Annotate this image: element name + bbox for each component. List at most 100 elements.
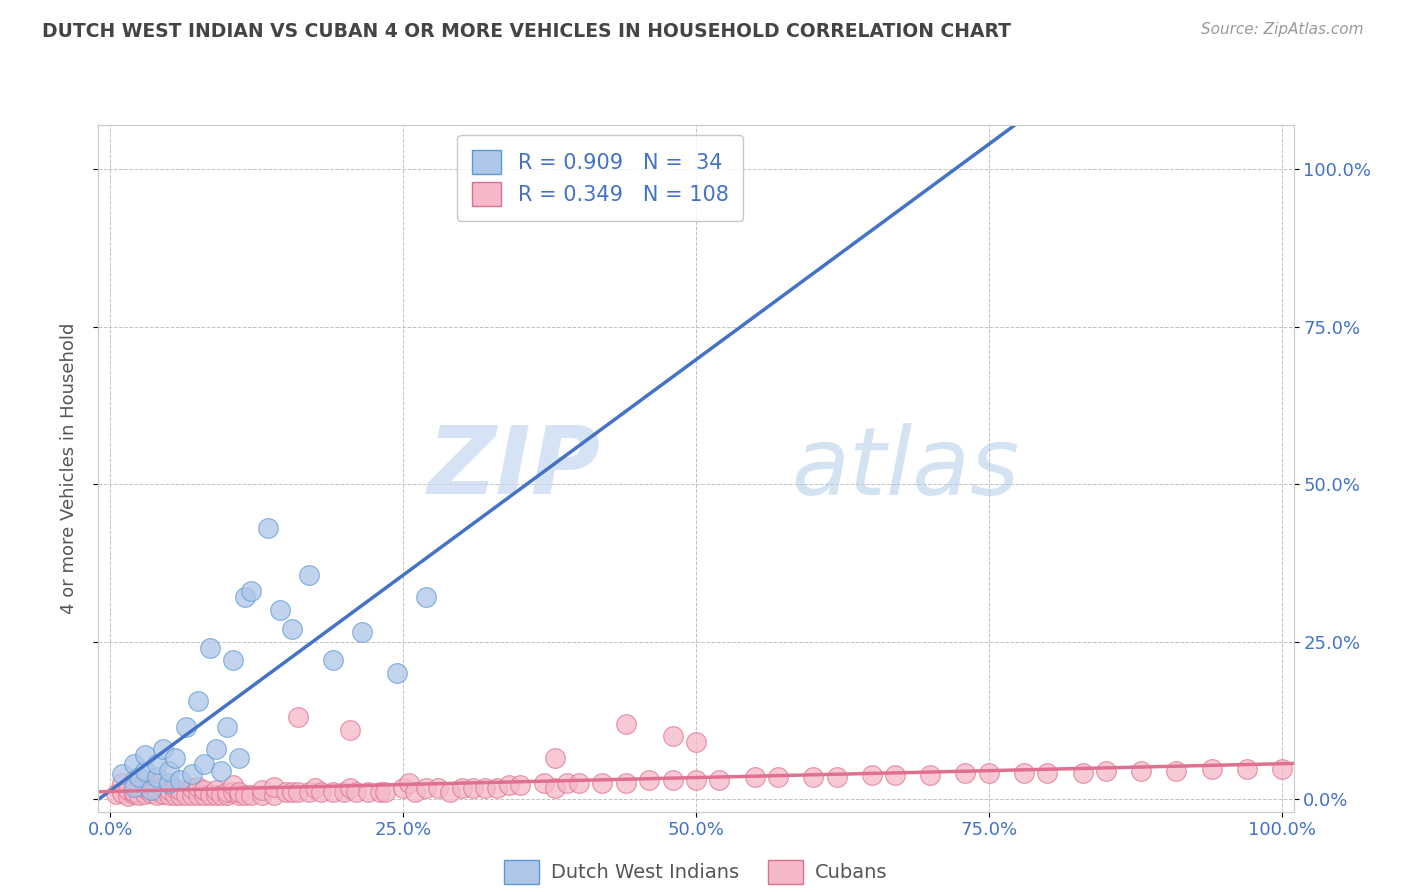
Point [122, 784, 145, 798]
Point [174, 720, 197, 734]
Point [304, 780, 326, 795]
Point [287, 710, 309, 724]
Point [766, 770, 789, 784]
Point [1236, 762, 1258, 776]
Text: Source: ZipAtlas.com: Source: ZipAtlas.com [1201, 22, 1364, 37]
Point [233, 591, 256, 605]
Point [1012, 765, 1035, 780]
Point [1201, 762, 1223, 776]
Point [204, 741, 226, 756]
Point [122, 780, 145, 794]
Legend: Dutch West Indians, Cubans: Dutch West Indians, Cubans [496, 852, 896, 891]
Text: DUTCH WEST INDIAN VS CUBAN 4 OR MORE VEHICLES IN HOUSEHOLD CORRELATION CHART: DUTCH WEST INDIAN VS CUBAN 4 OR MORE VEH… [42, 22, 1011, 41]
Point [1271, 762, 1294, 776]
Point [568, 776, 591, 790]
Point [1095, 764, 1118, 778]
Point [141, 778, 163, 792]
Point [163, 789, 186, 803]
Point [228, 784, 250, 798]
Point [239, 789, 262, 803]
Point [146, 782, 169, 797]
Point [1130, 764, 1153, 778]
Point [217, 784, 239, 798]
Point [152, 780, 174, 794]
Point [544, 751, 567, 765]
Point [105, 787, 128, 801]
Point [685, 735, 707, 749]
Point [128, 780, 150, 794]
Point [709, 773, 731, 788]
Point [661, 773, 683, 788]
Point [211, 789, 233, 803]
Point [263, 780, 285, 794]
Point [187, 694, 209, 708]
Point [222, 784, 245, 798]
Point [439, 784, 461, 798]
Point [485, 780, 508, 795]
Point [134, 747, 156, 762]
Point [174, 789, 197, 803]
Point [281, 784, 304, 798]
Point [374, 784, 396, 798]
Point [193, 782, 215, 797]
Point [614, 716, 637, 731]
Point [427, 780, 450, 795]
Point [474, 780, 496, 795]
Point [181, 780, 204, 795]
Point [269, 603, 291, 617]
Point [825, 770, 848, 784]
Point [591, 776, 613, 790]
Point [163, 780, 186, 795]
Point [146, 776, 169, 790]
Point [977, 765, 1000, 780]
Point [252, 789, 274, 803]
Point [217, 720, 239, 734]
Point [661, 729, 683, 743]
Point [204, 789, 226, 803]
Point [744, 770, 766, 784]
Point [193, 789, 215, 803]
Point [298, 784, 321, 798]
Point [204, 782, 226, 797]
Point [111, 776, 134, 790]
Point [181, 789, 204, 803]
Point [152, 787, 174, 801]
Point [134, 780, 156, 795]
Point [257, 521, 280, 535]
Point [533, 776, 555, 790]
Point [222, 653, 245, 667]
Point [222, 778, 245, 792]
Point [415, 780, 437, 795]
Point [322, 784, 344, 798]
Point [463, 780, 485, 795]
Point [287, 784, 309, 798]
Point [157, 764, 180, 778]
Point [920, 768, 942, 782]
Point [157, 782, 180, 797]
Point [233, 789, 256, 803]
Point [1071, 765, 1094, 780]
Point [860, 768, 883, 782]
Point [614, 776, 637, 790]
Point [134, 774, 156, 789]
Point [450, 780, 472, 795]
Y-axis label: 4 or more Vehicles in Household: 4 or more Vehicles in Household [59, 323, 77, 614]
Point [163, 751, 186, 765]
Point [368, 784, 391, 798]
Point [157, 789, 180, 803]
Point [274, 784, 297, 798]
Point [498, 778, 520, 792]
Point [217, 789, 239, 803]
Point [544, 780, 567, 795]
Point [1036, 765, 1059, 780]
Point [685, 773, 707, 788]
Point [111, 767, 134, 781]
Point [122, 773, 145, 788]
Point [339, 723, 361, 737]
Point [211, 764, 233, 778]
Point [169, 789, 191, 803]
Point [239, 584, 262, 599]
Point [392, 780, 415, 795]
Point [146, 757, 169, 772]
Point [638, 773, 661, 788]
